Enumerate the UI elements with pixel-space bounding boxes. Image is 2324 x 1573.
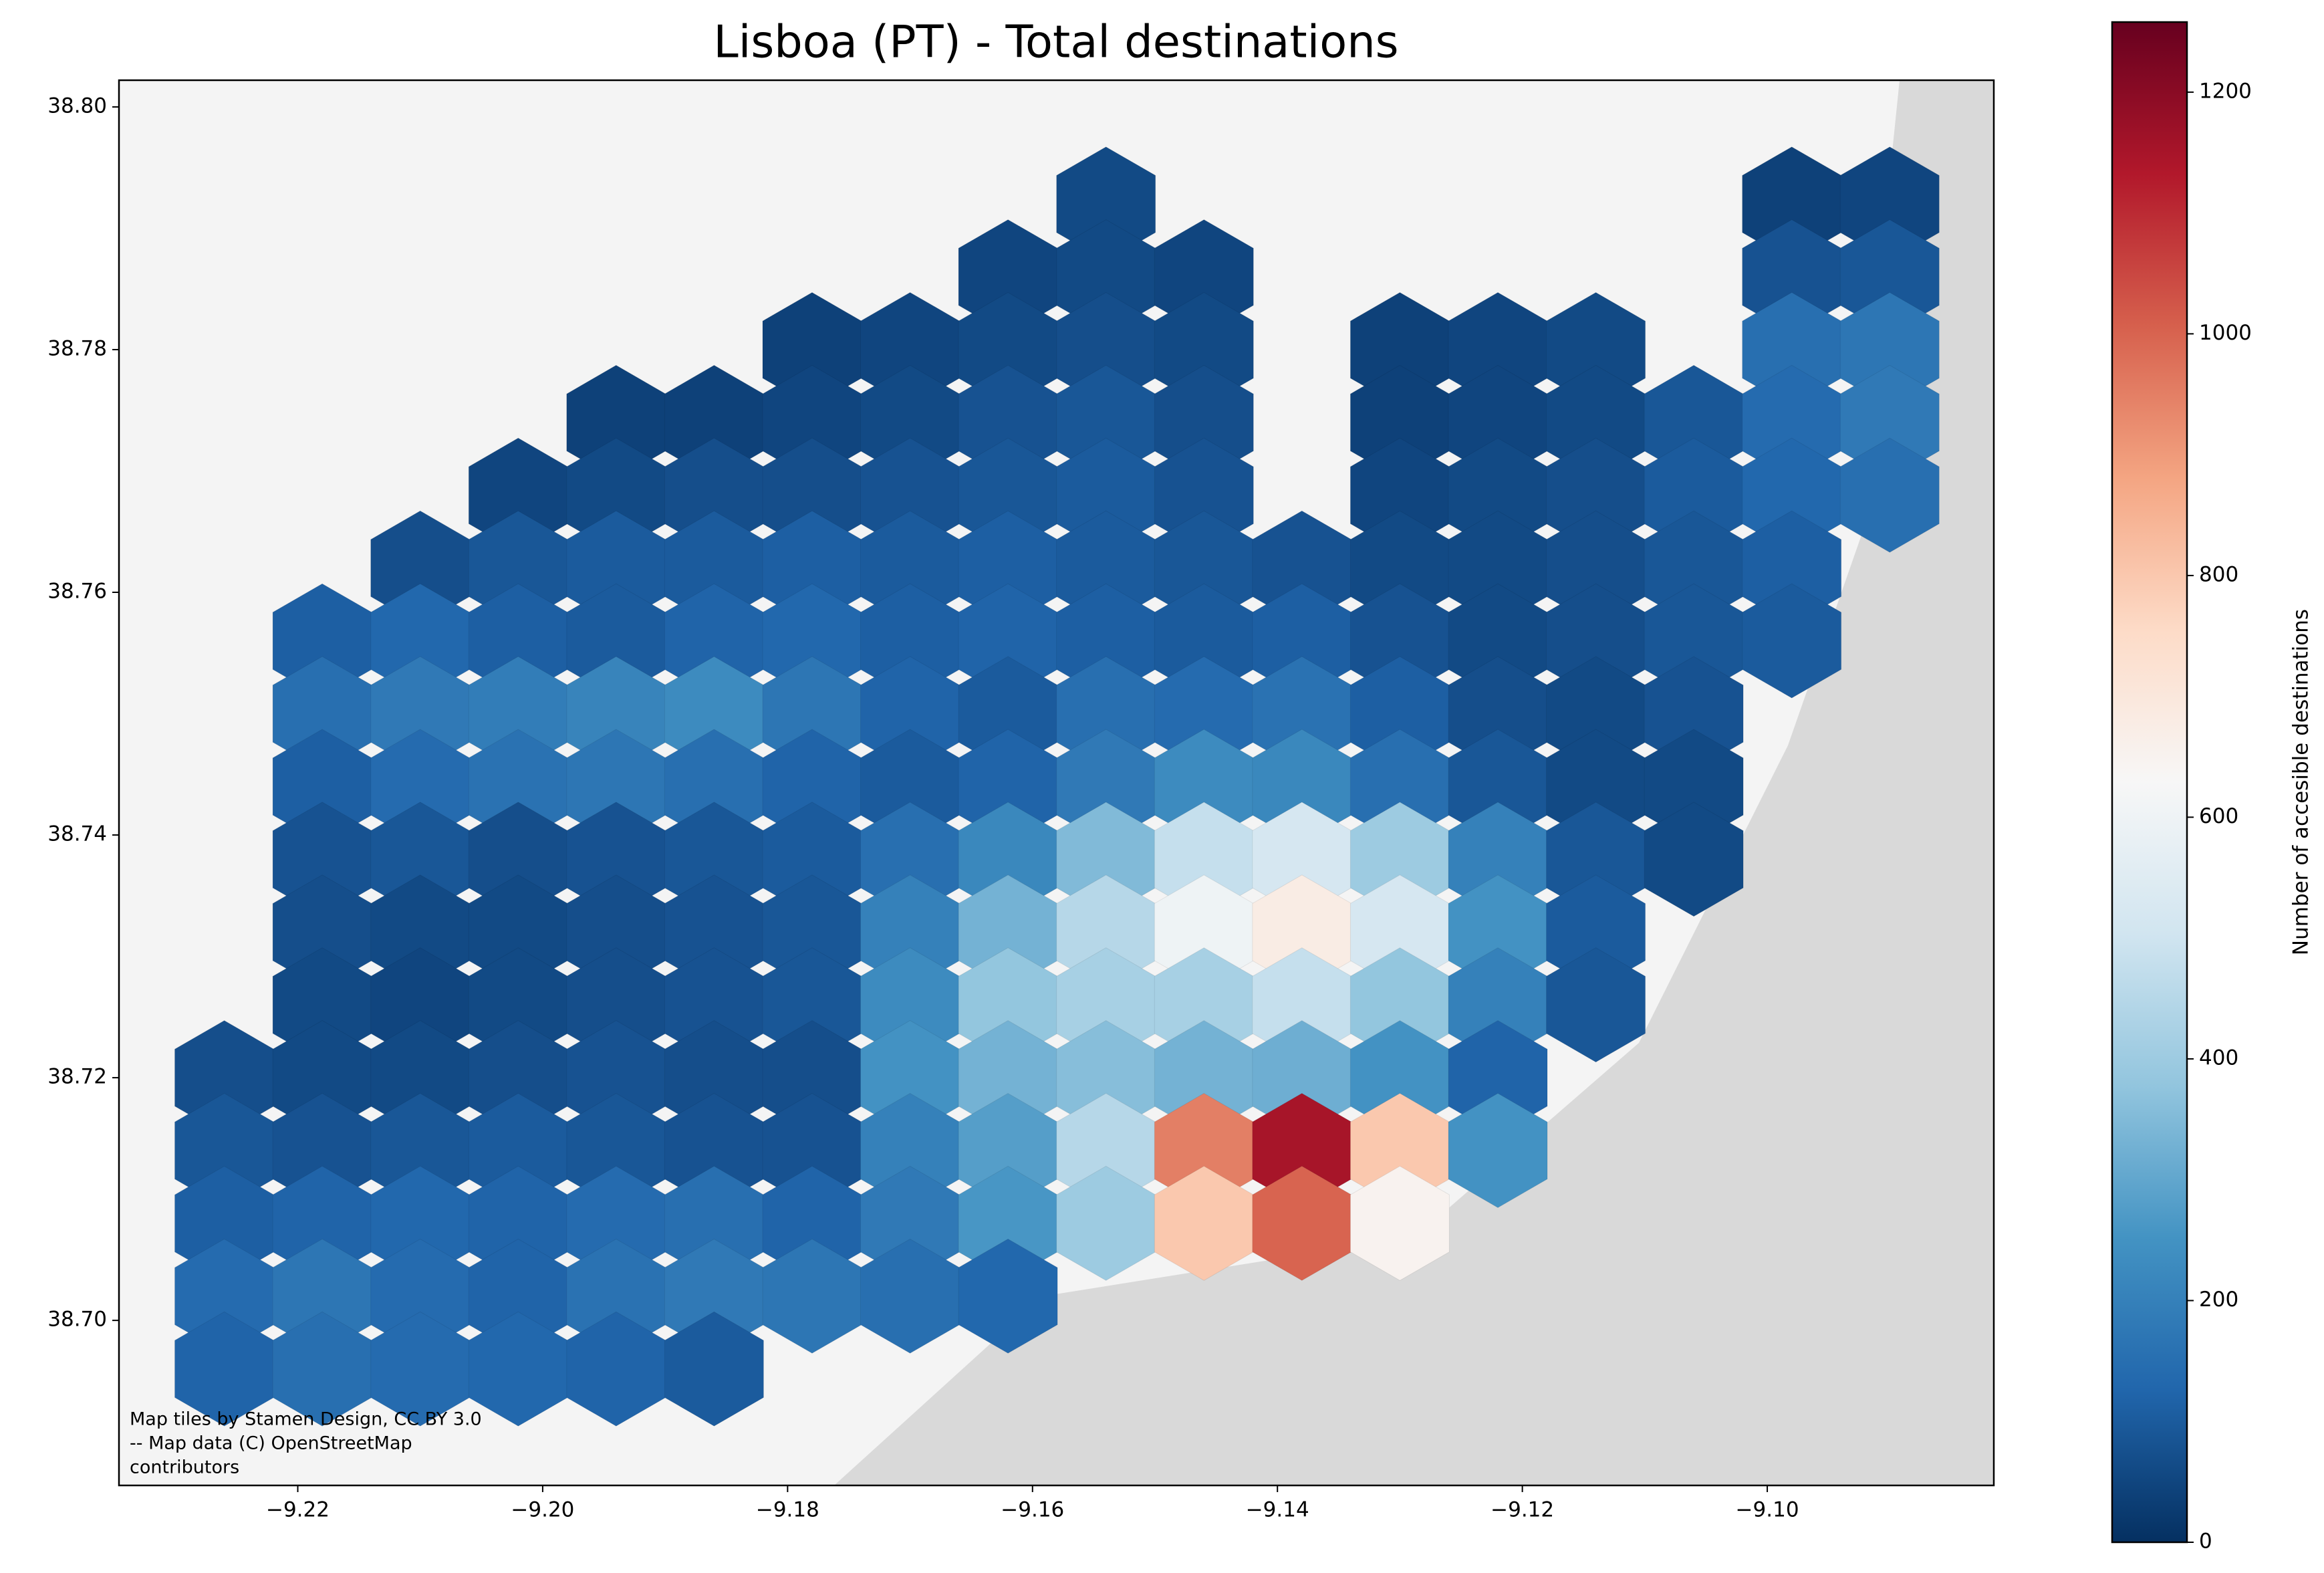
y-tick-label: 38.72 bbox=[47, 1065, 107, 1089]
y-tick-label: 38.78 bbox=[47, 336, 107, 360]
colorbar-tick-label: 600 bbox=[2199, 804, 2238, 828]
hex-cell bbox=[1448, 1092, 1548, 1209]
axes-frame bbox=[118, 79, 1995, 1487]
colorbar bbox=[2111, 21, 2188, 1544]
chart-title: Lisboa (PT) - Total destinations bbox=[713, 16, 1398, 68]
x-tick-label: −9.12 bbox=[1491, 1498, 1554, 1522]
colorbar-tick-label: 800 bbox=[2199, 562, 2238, 586]
x-tick-label: −9.16 bbox=[1001, 1498, 1064, 1522]
attribution: Map tiles by Stamen Design, CC BY 3.0 bbox=[130, 1409, 482, 1430]
colorbar-tick-label: 1200 bbox=[2199, 79, 2252, 103]
hex-cell bbox=[1839, 437, 1940, 553]
y-tick-label: 38.80 bbox=[47, 94, 107, 118]
hex-cell bbox=[1742, 583, 1842, 699]
hex-cell bbox=[664, 1311, 764, 1427]
hex-cell bbox=[1349, 1165, 1450, 1281]
x-tick-label: −9.22 bbox=[266, 1498, 330, 1522]
colorbar-tick-label: 0 bbox=[2199, 1530, 2212, 1554]
y-tick-label: 38.74 bbox=[47, 822, 107, 846]
river bbox=[834, 80, 1994, 1485]
y-tick-label: 38.76 bbox=[47, 580, 107, 604]
x-tick-label: −9.10 bbox=[1736, 1498, 1799, 1522]
hex-cell bbox=[1644, 802, 1744, 917]
hex-cell bbox=[1546, 947, 1646, 1063]
colorbar-label: Number of accesible destinations bbox=[2289, 609, 2313, 955]
colorbar-tick-label: 400 bbox=[2199, 1046, 2238, 1070]
y-tick-label: 38.70 bbox=[47, 1308, 107, 1332]
colorbar-tick-label: 1000 bbox=[2199, 321, 2252, 345]
attribution: -- Map data (C) OpenStreetMap bbox=[130, 1433, 412, 1454]
x-tick-label: −9.20 bbox=[511, 1498, 574, 1522]
x-tick-label: −9.18 bbox=[756, 1498, 819, 1522]
x-tick-label: −9.14 bbox=[1246, 1498, 1309, 1522]
hex-layer bbox=[174, 146, 1940, 1427]
hex-cell bbox=[958, 1238, 1058, 1354]
colorbar-tick-label: 200 bbox=[2199, 1288, 2238, 1312]
attribution: contributors bbox=[130, 1457, 239, 1478]
